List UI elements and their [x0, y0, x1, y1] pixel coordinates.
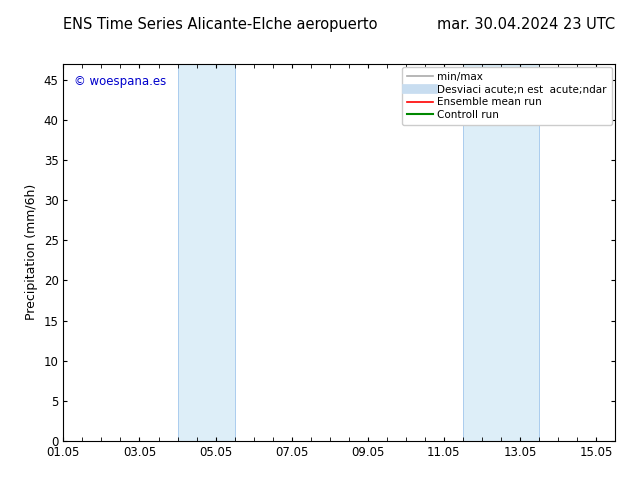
- Text: © woespana.es: © woespana.es: [74, 75, 167, 88]
- Bar: [178, 64, 235, 441]
- Text: ENS Time Series Alicante-Elche aeropuerto: ENS Time Series Alicante-Elche aeropuert…: [63, 17, 378, 32]
- Bar: [463, 64, 539, 441]
- Y-axis label: Precipitation (mm/6h): Precipitation (mm/6h): [25, 184, 38, 320]
- Legend: min/max, Desviaci acute;n est  acute;ndar, Ensemble mean run, Controll run: min/max, Desviaci acute;n est acute;ndar…: [402, 67, 612, 125]
- Text: mar. 30.04.2024 23 UTC: mar. 30.04.2024 23 UTC: [437, 17, 615, 32]
